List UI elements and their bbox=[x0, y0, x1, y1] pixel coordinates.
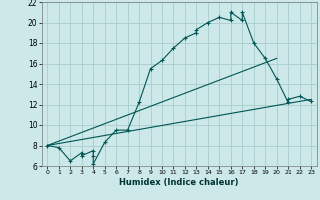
X-axis label: Humidex (Indice chaleur): Humidex (Indice chaleur) bbox=[119, 178, 239, 187]
